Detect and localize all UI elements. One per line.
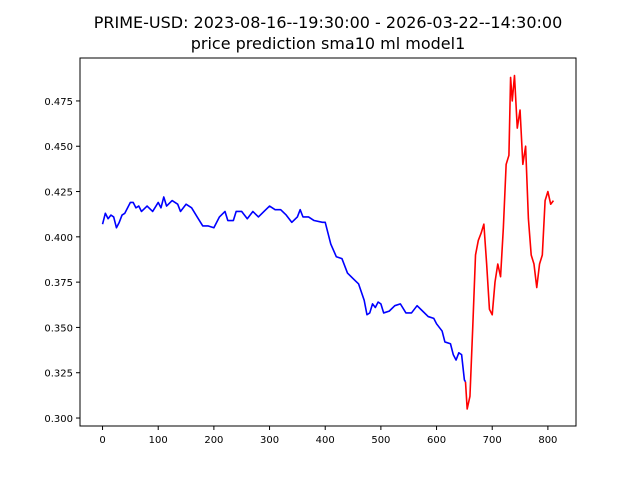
y-tick-label: 0.450 — [44, 142, 73, 153]
x-tick-label: 700 — [483, 435, 502, 446]
plot-frame — [79, 57, 577, 427]
x-tick-label: 100 — [149, 435, 168, 446]
x-tick-label: 200 — [204, 435, 223, 446]
line-series — [101, 196, 467, 383]
x-tick-label: 400 — [316, 435, 335, 446]
x-tick-label: 800 — [538, 435, 557, 446]
line-series — [464, 74, 555, 410]
y-tick-label: 0.425 — [44, 188, 73, 199]
x-tick-label: 500 — [371, 435, 390, 446]
x-tick-label: 600 — [427, 435, 446, 446]
y-tick-label: 0.375 — [44, 278, 73, 289]
x-tick-label: 300 — [260, 435, 279, 446]
y-tick-label: 0.400 — [44, 233, 73, 244]
chart-title: PRIME-USD: 2023-08-16--19:30:00 - 2026-0… — [94, 13, 563, 32]
x-tick-label: 0 — [99, 435, 105, 446]
y-tick-label: 0.325 — [44, 369, 73, 380]
chart-subtitle: price prediction sma10 ml model1 — [191, 34, 466, 53]
y-tick-label: 0.475 — [44, 97, 73, 108]
y-tick-label: 0.300 — [44, 414, 73, 425]
y-tick-label: 0.350 — [44, 323, 73, 334]
